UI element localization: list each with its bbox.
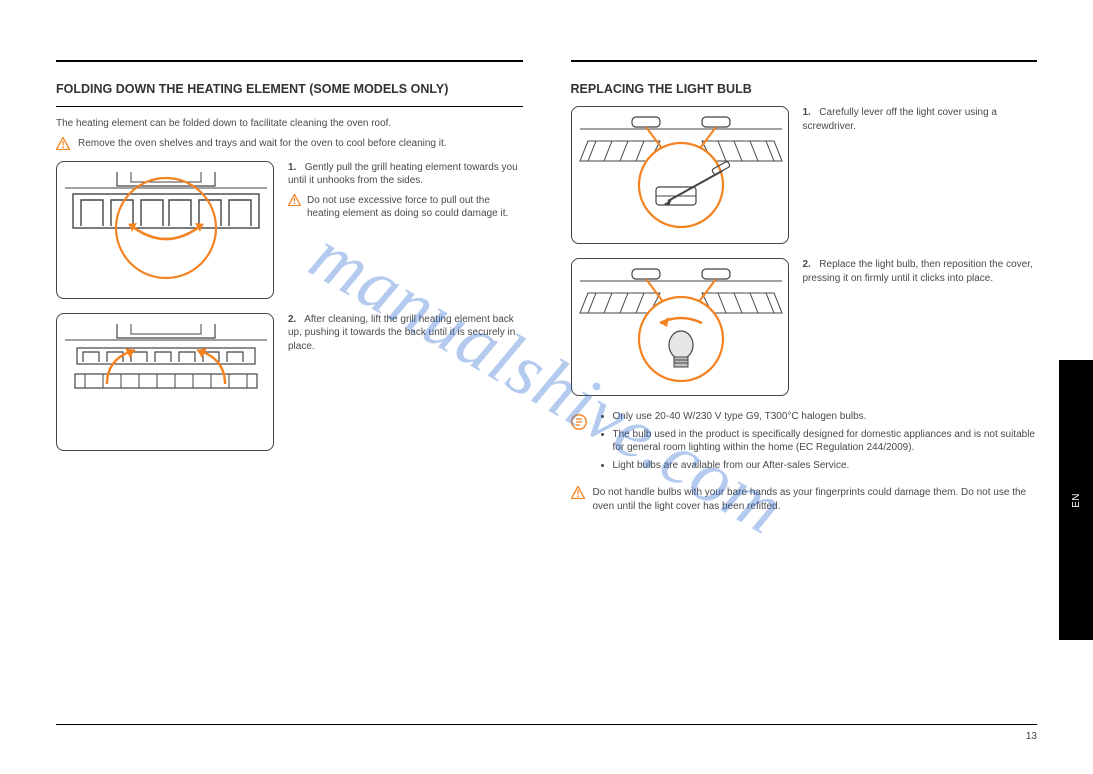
note-item: Light bulbs are available from our After… [613,459,1038,473]
diagram-bulb-lever [571,106,789,244]
warning-icon [571,486,585,504]
page-footer: 13 [56,724,1037,742]
right-notes: Only use 20-40 W/230 V type G9, T300°C h… [571,410,1038,476]
warning-icon [56,137,70,155]
warning-icon [288,194,301,211]
right-caution: Do not handle bulbs with your bare hands… [571,486,1038,513]
note-item: The bulb used in the product is specific… [613,428,1038,455]
footer-right: 13 [1026,731,1037,742]
note-icon [571,414,587,476]
right-step-2: 2. Replace the light bulb, then repositi… [571,258,1038,396]
right-column: REPLACING THE LIGHT BULB [563,60,1038,519]
diagram-heating-pull [56,161,274,299]
left-column: FOLDING DOWN THE HEATING ELEMENT (SOME M… [56,60,531,519]
left-step-2: 2. After cleaning, lift the grill heatin… [56,313,523,451]
left-step-1: 1. Gently pull the grill heating element… [56,161,523,299]
right-heading: REPLACING THE LIGHT BULB [571,82,1038,96]
language-tab: EN [1059,360,1093,640]
left-warning: Remove the oven shelves and trays and wa… [56,137,523,155]
diagram-bulb-replace [571,258,789,396]
left-intro: The heating element can be folded down t… [56,117,523,131]
left-heading: FOLDING DOWN THE HEATING ELEMENT (SOME M… [56,82,523,96]
diagram-heating-return [56,313,274,451]
note-item: Only use 20-40 W/230 V type G9, T300°C h… [613,410,1038,424]
right-step-1: 1. Carefully lever off the light cover u… [571,106,1038,244]
